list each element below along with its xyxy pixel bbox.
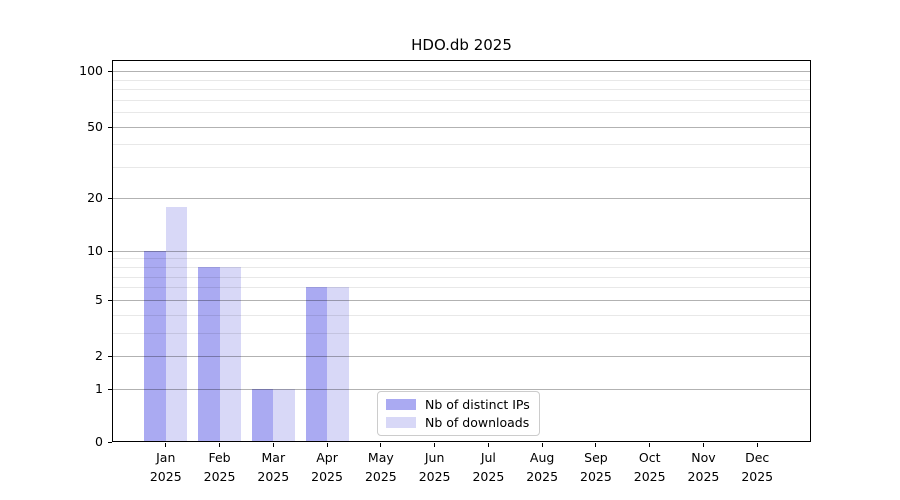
y-tick-mark bbox=[108, 388, 112, 390]
legend-label-distinct-ips: Nb of distinct IPs bbox=[425, 397, 530, 412]
x-tick-month: Nov bbox=[691, 450, 716, 465]
x-tick-mark bbox=[756, 443, 758, 447]
x-tick-label-sep: Sep 2025 bbox=[568, 448, 624, 486]
y-tick-label: 5 bbox=[95, 291, 103, 307]
x-tick-year: 2025 bbox=[633, 469, 666, 484]
chart-title: HDO.db 2025 bbox=[411, 36, 512, 54]
x-tick-label-jan: Jan 2025 bbox=[138, 448, 194, 486]
y-tick-mark bbox=[108, 356, 112, 357]
y-tick-label: 2 bbox=[95, 348, 103, 363]
x-tick-month: Apr bbox=[316, 450, 338, 465]
plot-area: Nb of distinct IPs Nb of downloads bbox=[112, 60, 811, 442]
x-tick-year: 2025 bbox=[580, 469, 612, 484]
y-tick-label: 10 bbox=[87, 242, 103, 258]
x-tick-month: Jan bbox=[156, 450, 176, 465]
x-tick-year: 2025 bbox=[149, 469, 182, 484]
x-tick-label-may: May 2025 bbox=[353, 448, 409, 486]
bar-nb-of-distinct-ips-feb bbox=[198, 267, 220, 442]
x-tick-mark bbox=[649, 443, 651, 447]
legend-swatch-distinct-ips-icon bbox=[386, 399, 416, 410]
bars-layer bbox=[112, 60, 811, 442]
x-tick-month: Sep bbox=[584, 450, 608, 465]
x-tick-year: 2025 bbox=[257, 469, 290, 484]
x-tick-mark bbox=[434, 443, 436, 447]
bar-nb-of-downloads-jan bbox=[165, 206, 188, 442]
x-tick-mark bbox=[380, 443, 382, 447]
x-tick-mark bbox=[702, 443, 704, 447]
x-tick-month: Mar bbox=[261, 450, 286, 465]
x-tick-month: Aug bbox=[529, 450, 555, 465]
y-tick-mark bbox=[108, 126, 112, 128]
x-tick-year: 2025 bbox=[526, 469, 559, 484]
x-tick-year: 2025 bbox=[472, 469, 505, 484]
x-tick-year: 2025 bbox=[364, 469, 397, 484]
x-tick-month: Jul bbox=[480, 450, 496, 465]
legend-swatch-downloads-icon bbox=[386, 417, 416, 428]
y-tick-mark bbox=[108, 71, 112, 73]
x-tick-month: Feb bbox=[208, 450, 231, 465]
bar-nb-of-distinct-ips-mar bbox=[251, 388, 274, 442]
bar-nb-of-downloads-apr bbox=[327, 287, 349, 442]
legend-label-downloads: Nb of downloads bbox=[425, 415, 530, 430]
bar-nb-of-distinct-ips-apr bbox=[305, 287, 328, 442]
x-tick-year: 2025 bbox=[741, 469, 774, 484]
bar-nb-of-distinct-ips-jan bbox=[144, 250, 166, 442]
x-tick-year: 2025 bbox=[687, 469, 720, 484]
x-tick-mark bbox=[326, 443, 328, 447]
x-tick-mark bbox=[541, 443, 543, 447]
x-tick-year: 2025 bbox=[311, 469, 343, 484]
x-tick-label-aug: Aug 2025 bbox=[514, 448, 570, 486]
legend: Nb of distinct IPs Nb of downloads bbox=[377, 391, 540, 436]
y-tick-label: 20 bbox=[87, 190, 103, 206]
x-tick-label-apr: Apr 2025 bbox=[299, 448, 355, 486]
x-tick-label-jul: Jul 2025 bbox=[460, 448, 516, 486]
x-tick-month: Oct bbox=[638, 450, 661, 465]
y-tick-label: 1 bbox=[95, 380, 103, 396]
y-tick-mark bbox=[108, 198, 112, 200]
y-tick-label: 0 bbox=[95, 434, 103, 449]
y-tick-mark bbox=[108, 250, 112, 252]
x-tick-label-mar: Mar 2025 bbox=[245, 448, 301, 486]
x-tick-label-nov: Nov 2025 bbox=[675, 448, 731, 486]
x-tick-mark bbox=[595, 443, 597, 447]
x-tick-label-feb: Feb 2025 bbox=[192, 448, 248, 486]
x-tick-month: May bbox=[367, 450, 394, 465]
x-tick-mark bbox=[272, 443, 274, 447]
x-tick-month: Jun bbox=[424, 450, 445, 465]
x-tick-label-dec: Dec 2025 bbox=[729, 448, 785, 486]
bar-nb-of-downloads-mar bbox=[273, 388, 295, 442]
x-tick-mark bbox=[487, 443, 489, 447]
x-tick-month: Dec bbox=[745, 450, 770, 465]
x-tick-mark bbox=[219, 443, 221, 447]
x-tick-label-oct: Oct 2025 bbox=[622, 448, 678, 486]
legend-item-distinct-ips: Nb of distinct IPs bbox=[386, 397, 530, 412]
y-tick-mark bbox=[108, 442, 112, 443]
bar-nb-of-downloads-feb bbox=[219, 267, 242, 442]
y-tick-mark bbox=[108, 299, 112, 301]
y-tick-label: 100 bbox=[79, 63, 103, 79]
y-tick-label: 50 bbox=[87, 118, 103, 134]
x-tick-mark bbox=[165, 443, 167, 447]
x-tick-year: 2025 bbox=[418, 469, 451, 484]
x-tick-label-jun: Jun 2025 bbox=[407, 448, 463, 486]
x-tick-year: 2025 bbox=[203, 469, 236, 484]
legend-item-downloads: Nb of downloads bbox=[386, 415, 530, 430]
